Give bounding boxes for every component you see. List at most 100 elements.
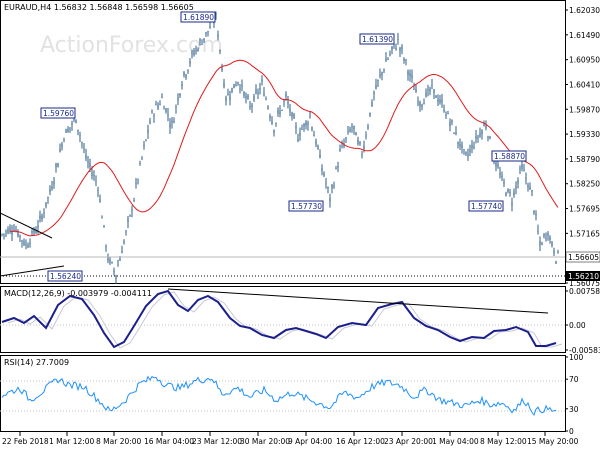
candle-body bbox=[527, 185, 529, 188]
candle-body bbox=[247, 95, 249, 99]
candle-body bbox=[277, 109, 279, 114]
macd-panel[interactable]: MACD(12,26,9) -0.003979 -0.004111 0.0075… bbox=[0, 286, 600, 356]
candle-body bbox=[101, 217, 103, 219]
candle-body bbox=[481, 130, 483, 135]
candle-body bbox=[431, 84, 433, 86]
candle-body bbox=[19, 235, 21, 237]
candle-body bbox=[417, 101, 419, 103]
moving-average-line bbox=[10, 59, 559, 237]
candle-body bbox=[3, 233, 5, 235]
candle-body bbox=[353, 125, 355, 130]
time-tick-label: 8 May 12:00 bbox=[480, 437, 527, 446]
candle-body bbox=[535, 214, 537, 216]
candle-body bbox=[81, 142, 83, 144]
candle-body bbox=[133, 199, 135, 202]
candle-body bbox=[27, 245, 29, 248]
candle-body bbox=[93, 175, 95, 177]
candle-body bbox=[383, 69, 385, 71]
candle-body bbox=[287, 101, 289, 104]
annotation-box bbox=[180, 11, 216, 23]
candle-body bbox=[307, 123, 309, 125]
time-tick-label: 23 Apr 20:00 bbox=[384, 437, 433, 446]
triangle-upper-trendline bbox=[0, 212, 53, 239]
rsi-panel[interactable]: RSI(14) 27.7009 100 70 30 0 bbox=[0, 353, 584, 436]
candle-body bbox=[57, 163, 59, 168]
candle-body bbox=[513, 191, 515, 196]
candle-body bbox=[389, 53, 391, 56]
candle-body bbox=[35, 230, 37, 234]
candle-body bbox=[91, 172, 93, 176]
candle-body bbox=[123, 241, 125, 244]
time-tick-label: 15 May 20:00 bbox=[527, 437, 579, 446]
candle-body bbox=[187, 69, 189, 72]
support-price-marker bbox=[566, 271, 600, 281]
candle-body bbox=[357, 139, 359, 144]
candle-body bbox=[435, 95, 437, 98]
candle-body bbox=[373, 92, 375, 95]
candle-body bbox=[477, 137, 479, 139]
candle-body bbox=[43, 212, 45, 214]
main-price-panel[interactable]: ActionForex.com 1.618901.613901.597601.5… bbox=[0, 0, 600, 289]
candle-body bbox=[367, 126, 369, 129]
candle-body bbox=[249, 106, 251, 108]
time-tick-label: 30 Mar 20:00 bbox=[240, 437, 290, 446]
candle-body bbox=[385, 58, 387, 62]
candle-body bbox=[335, 167, 337, 169]
candle-body bbox=[107, 257, 109, 261]
macd-axis: 0.007587 0.00 -0.005833 bbox=[565, 287, 600, 355]
candle-body bbox=[255, 89, 257, 94]
candle-body bbox=[315, 140, 317, 145]
candle-body bbox=[387, 58, 389, 60]
candle-body bbox=[157, 105, 159, 109]
candle-body bbox=[279, 111, 281, 114]
candle-body bbox=[489, 136, 491, 139]
candle-body bbox=[429, 88, 431, 92]
candle-body bbox=[305, 121, 307, 126]
candle-body bbox=[301, 129, 303, 131]
candle-body bbox=[97, 189, 99, 191]
candle-body bbox=[55, 164, 57, 168]
macd-line bbox=[1, 289, 557, 349]
annotation-label: 1.57730 bbox=[291, 202, 322, 211]
candle-body bbox=[89, 162, 91, 167]
candle-body bbox=[171, 120, 173, 123]
candle-body bbox=[253, 95, 255, 100]
main-price-axis: 1.62030 1.61490 1.60950 1.60410 1.59870 1.593… bbox=[565, 6, 600, 288]
candle-body bbox=[203, 38, 205, 41]
candle-body bbox=[261, 79, 263, 82]
candle-body bbox=[143, 144, 145, 147]
candle-body bbox=[423, 102, 425, 105]
candle-body bbox=[399, 47, 401, 52]
candle-body bbox=[451, 119, 453, 123]
candle-body bbox=[283, 100, 285, 102]
macd-tick-label: -0.005833 bbox=[569, 346, 600, 355]
candle-body bbox=[291, 112, 293, 117]
candle-body bbox=[437, 99, 439, 102]
annotation-label: 1.57740 bbox=[471, 202, 502, 211]
candle-body bbox=[439, 99, 441, 103]
candle-body bbox=[487, 136, 489, 139]
price-tick-label: 1.58790 bbox=[569, 155, 600, 164]
candle-body bbox=[391, 46, 393, 51]
candle-body bbox=[547, 233, 549, 236]
candle-body bbox=[421, 104, 423, 107]
candle-body bbox=[151, 110, 153, 113]
macd-tick-label: 0.007587 bbox=[569, 287, 600, 296]
candle-body bbox=[169, 123, 171, 128]
candle-body bbox=[455, 132, 457, 135]
candle-body bbox=[311, 127, 313, 131]
price-tick-label: 1.61490 bbox=[569, 31, 600, 40]
candle-body bbox=[45, 202, 47, 207]
candle-body bbox=[269, 115, 271, 119]
price-tick-label: 1.62030 bbox=[569, 6, 600, 15]
candle-body bbox=[317, 145, 319, 149]
candle-body bbox=[185, 74, 187, 78]
candle-body bbox=[541, 243, 543, 245]
candle-body bbox=[501, 175, 503, 178]
candle-body bbox=[447, 113, 449, 115]
candle-body bbox=[263, 93, 265, 96]
candle-body bbox=[273, 129, 275, 133]
candle-body bbox=[293, 114, 295, 119]
rsi-tick-label: 0 bbox=[569, 427, 574, 436]
